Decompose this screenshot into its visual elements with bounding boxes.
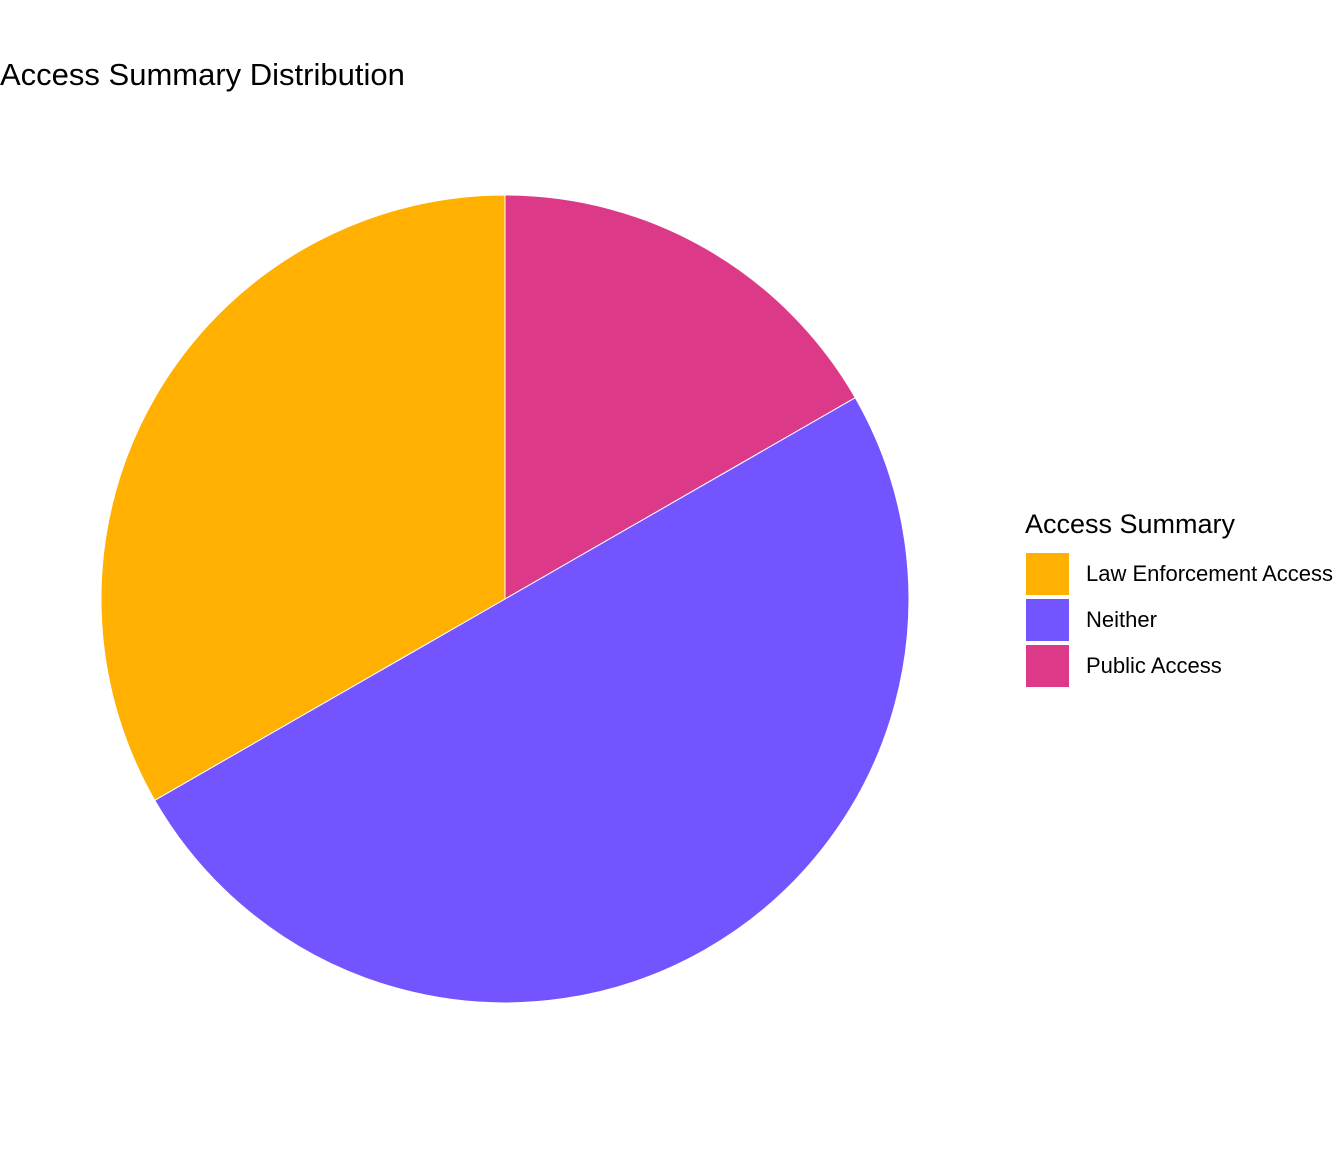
pie-slice: [504, 194, 856, 600]
legend-swatch: [1026, 599, 1069, 641]
pie-slice: [154, 397, 910, 1004]
legend-label: Law Enforcement Access: [1086, 561, 1333, 586]
legend-title: Access Summary: [1025, 509, 1236, 539]
legend-swatch: [1026, 645, 1069, 687]
legend-swatch: [1026, 553, 1069, 595]
legend-label: Public Access: [1086, 653, 1222, 678]
pie-slice: [100, 194, 506, 801]
legend-label: Neither: [1086, 607, 1157, 632]
chart-title: Access Summary Distribution: [0, 57, 405, 92]
